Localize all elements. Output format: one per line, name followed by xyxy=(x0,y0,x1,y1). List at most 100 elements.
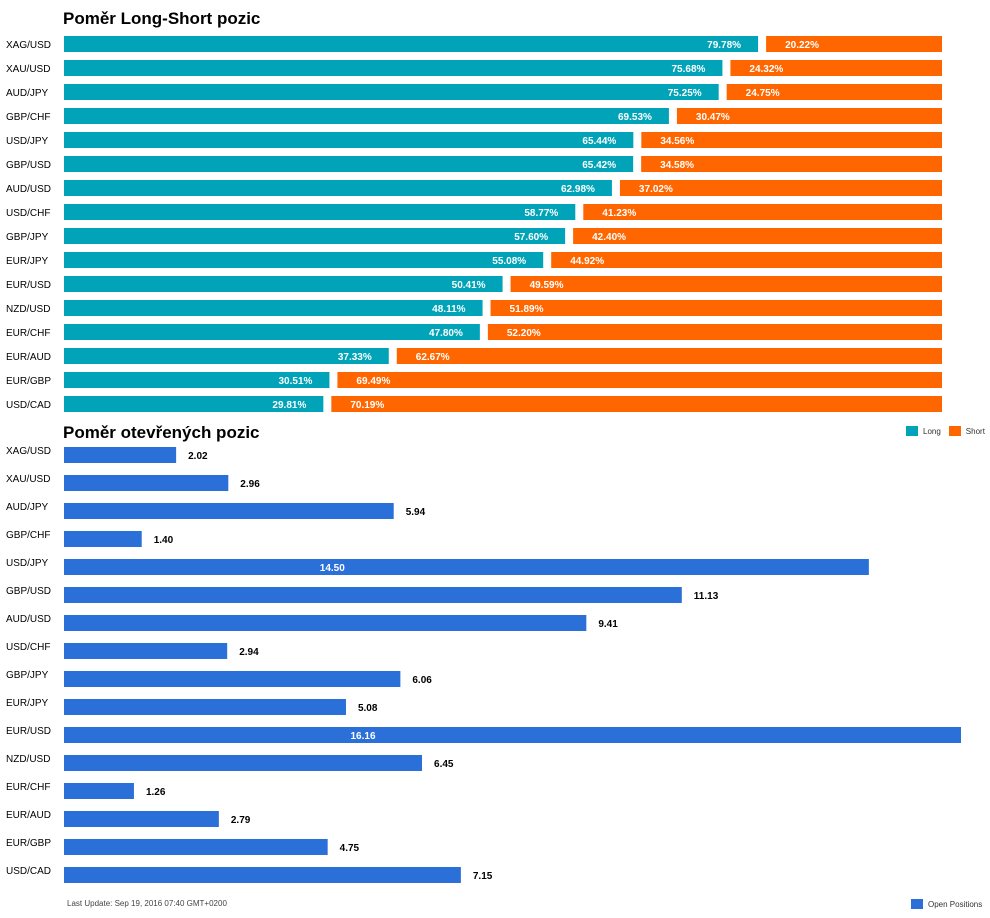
long-bar-eur-usd xyxy=(64,276,503,292)
short-value-xag-usd: 20.22% xyxy=(785,40,819,51)
ls-pair-label-eur-gbp: EUR/GBP xyxy=(6,376,51,387)
legend-label-long: Long xyxy=(923,426,941,436)
short-bar-gbp-jpy xyxy=(573,228,942,244)
long-value-aud-jpy: 75.25% xyxy=(668,88,702,99)
long-value-usd-jpy: 65.44% xyxy=(582,136,616,147)
legend-swatch-short xyxy=(948,426,961,436)
legend-item-long: Long xyxy=(906,426,941,436)
short-value-gbp-chf: 30.47% xyxy=(696,112,730,123)
open-value-eur-gbp: 4.75 xyxy=(340,843,360,854)
short-value-gbp-usd: 34.58% xyxy=(660,160,694,171)
op-pair-label-gbp-jpy: GBP/JPY xyxy=(6,670,49,681)
op-pair-label-nzd-usd: NZD/USD xyxy=(6,754,50,765)
long-value-nzd-usd: 48.11% xyxy=(432,304,465,315)
short-value-usd-chf: 41.23% xyxy=(602,208,636,219)
op-pair-label-eur-usd: EUR/USD xyxy=(6,726,51,737)
op-pair-label-eur-gbp: EUR/GBP xyxy=(6,838,51,849)
open-value-aud-usd: 9.41 xyxy=(598,619,618,630)
short-bar-usd-cad xyxy=(331,396,942,412)
op-pair-label-aud-jpy: AUD/JPY xyxy=(6,502,49,513)
legend-label-short: Short xyxy=(965,426,985,436)
short-bar-aud-usd xyxy=(619,180,942,196)
open-bar-aud-jpy xyxy=(64,503,394,519)
open-bar-aud-usd xyxy=(64,615,587,631)
open-value-xag-usd: 2.02 xyxy=(188,451,208,462)
short-value-aud-usd: 37.02% xyxy=(639,184,673,195)
long-value-eur-usd: 50.41% xyxy=(452,280,486,291)
long-value-xag-usd: 79.78% xyxy=(707,40,741,51)
open-bar-usd-cad xyxy=(64,867,461,883)
open-bar-eur-gbp xyxy=(64,839,328,855)
open-bar-xag-usd xyxy=(64,447,177,463)
ls-pair-label-aud-jpy: AUD/JPY xyxy=(6,88,49,99)
long-bar-aud-usd xyxy=(64,180,612,196)
legend-item-short: Short xyxy=(948,426,985,436)
long-bar-nzd-usd xyxy=(64,300,483,316)
op-pair-label-usd-jpy: USD/JPY xyxy=(6,558,49,569)
long-value-gbp-jpy: 57.60% xyxy=(514,232,548,243)
ls-pair-label-eur-aud: EUR/AUD xyxy=(6,352,51,363)
open-value-usd-jpy: 14.50 xyxy=(320,563,345,574)
ls-pair-label-xag-usd: XAG/USD xyxy=(6,40,51,51)
short-bar-aud-jpy xyxy=(726,84,942,100)
ls-pair-label-xau-usd: XAU/USD xyxy=(6,64,50,75)
op-pair-label-aud-usd: AUD/USD xyxy=(6,614,51,625)
long-bar-usd-cad xyxy=(64,396,324,412)
open-bar-eur-jpy xyxy=(64,699,346,715)
open-value-usd-chf: 2.94 xyxy=(239,647,259,658)
long-bar-gbp-usd xyxy=(64,156,634,172)
open-bar-usd-chf xyxy=(64,643,228,659)
open-value-eur-aud: 2.79 xyxy=(231,815,251,826)
short-value-gbp-jpy: 42.40% xyxy=(592,232,626,243)
short-value-usd-jpy: 34.56% xyxy=(660,136,694,147)
op-pair-label-xag-usd: XAG/USD xyxy=(6,446,51,457)
op-pair-label-gbp-chf: GBP/CHF xyxy=(6,530,50,541)
long-bar-eur-aud xyxy=(64,348,389,364)
ls-pair-label-eur-jpy: EUR/JPY xyxy=(6,256,49,267)
ls-pair-label-aud-usd: AUD/USD xyxy=(6,184,51,195)
open-value-eur-jpy: 5.08 xyxy=(358,703,378,714)
long-bar-gbp-jpy xyxy=(64,228,566,244)
short-bar-eur-usd xyxy=(510,276,942,292)
op-pair-label-usd-cad: USD/CAD xyxy=(6,866,51,877)
long-bar-eur-chf xyxy=(64,324,480,340)
short-bar-eur-jpy xyxy=(551,252,942,268)
open-bar-eur-usd xyxy=(64,727,961,743)
long-short-title: Poměr Long-Short pozic xyxy=(63,9,261,28)
short-value-eur-usd: 49.59% xyxy=(530,280,564,291)
short-value-aud-jpy: 24.75% xyxy=(746,88,780,99)
long-bar-gbp-chf xyxy=(64,108,669,124)
long-short-legend: Long Short xyxy=(906,426,990,436)
open-positions-title: Poměr otevřených pozic xyxy=(63,423,260,442)
short-bar-usd-chf xyxy=(583,204,942,220)
long-bar-eur-jpy xyxy=(64,252,544,268)
ls-pair-label-eur-usd: EUR/USD xyxy=(6,280,51,291)
short-value-eur-aud: 62.67% xyxy=(416,352,450,363)
short-bar-eur-chf xyxy=(487,324,942,340)
short-bar-xau-usd xyxy=(730,60,942,76)
long-bar-eur-gbp xyxy=(64,372,330,388)
legend-label-open-positions: Open Positions xyxy=(928,899,983,909)
last-update-text: Last Update: Sep 19, 2016 07:40 GMT+0200 xyxy=(67,899,227,908)
long-value-xau-usd: 75.68% xyxy=(671,64,705,75)
op-pair-label-eur-aud: EUR/AUD xyxy=(6,810,51,821)
short-bar-nzd-usd xyxy=(490,300,942,316)
op-pair-label-eur-jpy: EUR/JPY xyxy=(6,698,49,709)
short-value-usd-cad: 70.19% xyxy=(350,400,384,411)
open-value-gbp-jpy: 6.06 xyxy=(412,675,432,686)
short-value-nzd-usd: 51.89% xyxy=(510,304,544,315)
long-value-eur-gbp: 30.51% xyxy=(279,376,313,387)
open-positions-legend: Open Positions xyxy=(911,899,982,909)
long-bar-xau-usd xyxy=(64,60,723,76)
legend-swatch-long xyxy=(906,426,918,436)
open-bar-gbp-usd xyxy=(64,587,682,603)
long-value-gbp-chf: 69.53% xyxy=(618,112,652,123)
short-bar-gbp-usd xyxy=(641,156,942,172)
short-bar-eur-aud xyxy=(396,348,942,364)
open-bar-nzd-usd xyxy=(64,755,423,771)
ls-pair-label-gbp-usd: GBP/USD xyxy=(6,160,51,171)
short-bar-eur-gbp xyxy=(337,372,942,388)
long-value-usd-cad: 29.81% xyxy=(272,400,306,411)
long-bar-usd-jpy xyxy=(64,132,634,148)
